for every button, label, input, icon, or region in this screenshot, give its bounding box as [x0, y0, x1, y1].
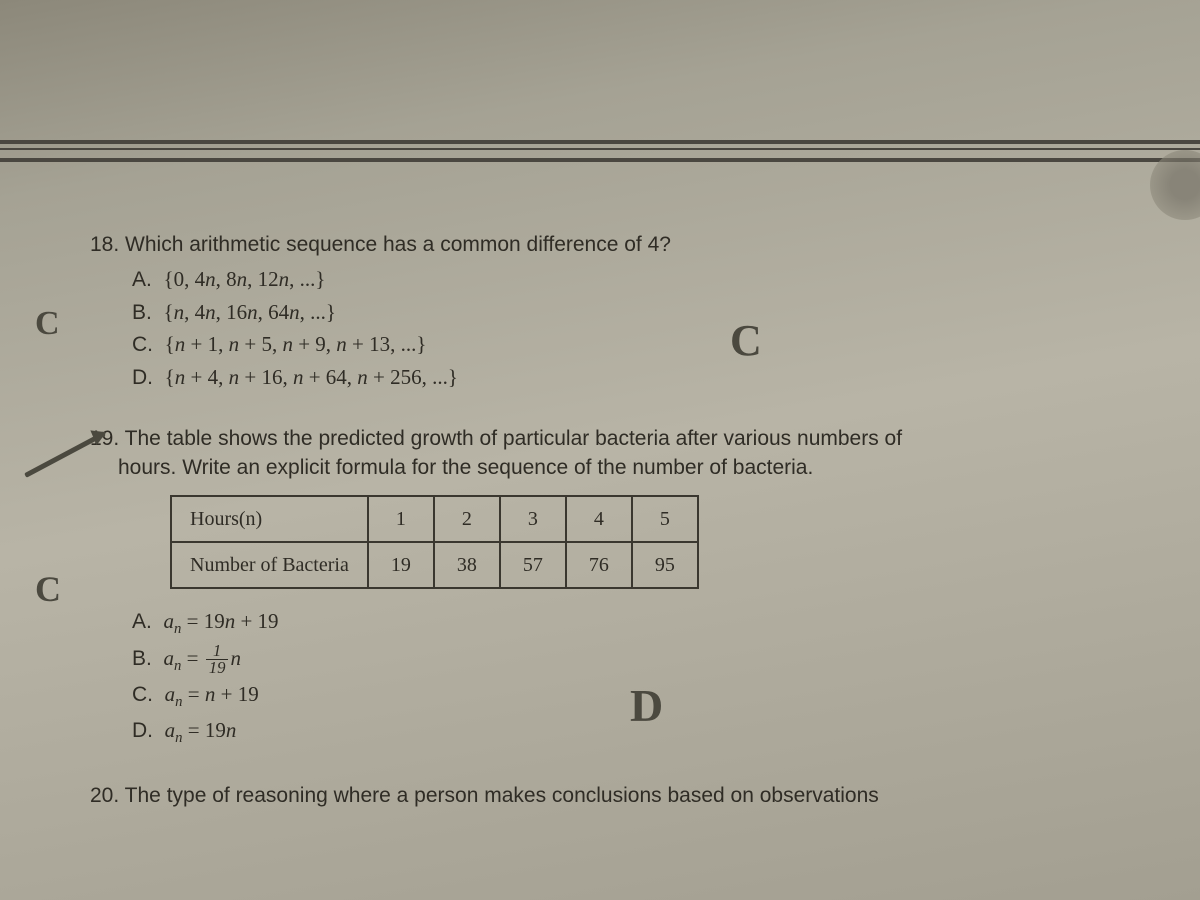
- table-row: Hours(n) 1 2 3 4 5: [171, 496, 698, 542]
- q18-text: Which arithmetic sequence has a common d…: [125, 233, 671, 256]
- question-18: 18. Which arithmetic sequence has a comm…: [90, 230, 1160, 392]
- question-19: 19. The table shows the predicted growth…: [90, 424, 1160, 749]
- q19-opt-a: A. an = 19n + 19: [132, 607, 1160, 640]
- content-area: 18. Which arithmetic sequence has a comm…: [90, 230, 1160, 842]
- cell-hours-5: 5: [632, 496, 698, 542]
- q18-number: 18.: [90, 233, 119, 256]
- cell-hours-2: 2: [434, 496, 500, 542]
- q18-opt-b: B. {n, 4n, 16n, 64n, ...}: [132, 298, 1160, 327]
- worksheet-page: 18. Which arithmetic sequence has a comm…: [0, 0, 1200, 900]
- q20-text: The type of reasoning where a person mak…: [125, 784, 879, 807]
- q18-options: A. {0, 4n, 8n, 12n, ...} B. {n, 4n, 16n,…: [132, 265, 1160, 392]
- q18-opt-a: A. {0, 4n, 8n, 12n, ...}: [132, 265, 1160, 294]
- q18-opt-c: C. {n + 1, n + 5, n + 9, n + 13, ...}: [132, 330, 1160, 359]
- q19-hand-answer-right: D: [630, 674, 663, 738]
- q19-line1: The table shows the predicted growth of …: [125, 427, 902, 450]
- question-20: 20. The type of reasoning where a person…: [90, 781, 1160, 810]
- cell-hours-1: 1: [368, 496, 434, 542]
- cell-bact-5: 95: [632, 542, 698, 588]
- cell-hours-4: 4: [566, 496, 632, 542]
- q18-hand-answer-left: C: [35, 300, 60, 348]
- frac-den: 19: [206, 660, 229, 677]
- q20-number: 20.: [90, 784, 119, 807]
- cell-bact-4: 76: [566, 542, 632, 588]
- q18-opt-d: D. {n + 4, n + 16, n + 64, n + 256, ...}: [132, 363, 1160, 392]
- q19-opt-b: B. an = 119n: [132, 643, 1160, 678]
- row-label-bacteria: Number of Bacteria: [171, 542, 368, 588]
- row-label-hours: Hours(n): [171, 496, 368, 542]
- horizontal-rule: [0, 140, 1200, 162]
- cell-bact-1: 19: [368, 542, 434, 588]
- q19-line2: hours. Write an explicit formula for the…: [118, 456, 813, 479]
- q19-stem: 19. The table shows the predicted growth…: [90, 424, 1160, 483]
- q18-stem: 18. Which arithmetic sequence has a comm…: [90, 230, 1160, 259]
- q18-hand-answer-right: C: [730, 310, 762, 372]
- cell-bact-2: 38: [434, 542, 500, 588]
- cell-bact-3: 57: [500, 542, 566, 588]
- q19-table: Hours(n) 1 2 3 4 5 Number of Bacteria 19…: [170, 495, 699, 589]
- table-row: Number of Bacteria 19 38 57 76 95: [171, 542, 698, 588]
- cell-hours-3: 3: [500, 496, 566, 542]
- q19-hand-answer-left: C: [35, 564, 61, 614]
